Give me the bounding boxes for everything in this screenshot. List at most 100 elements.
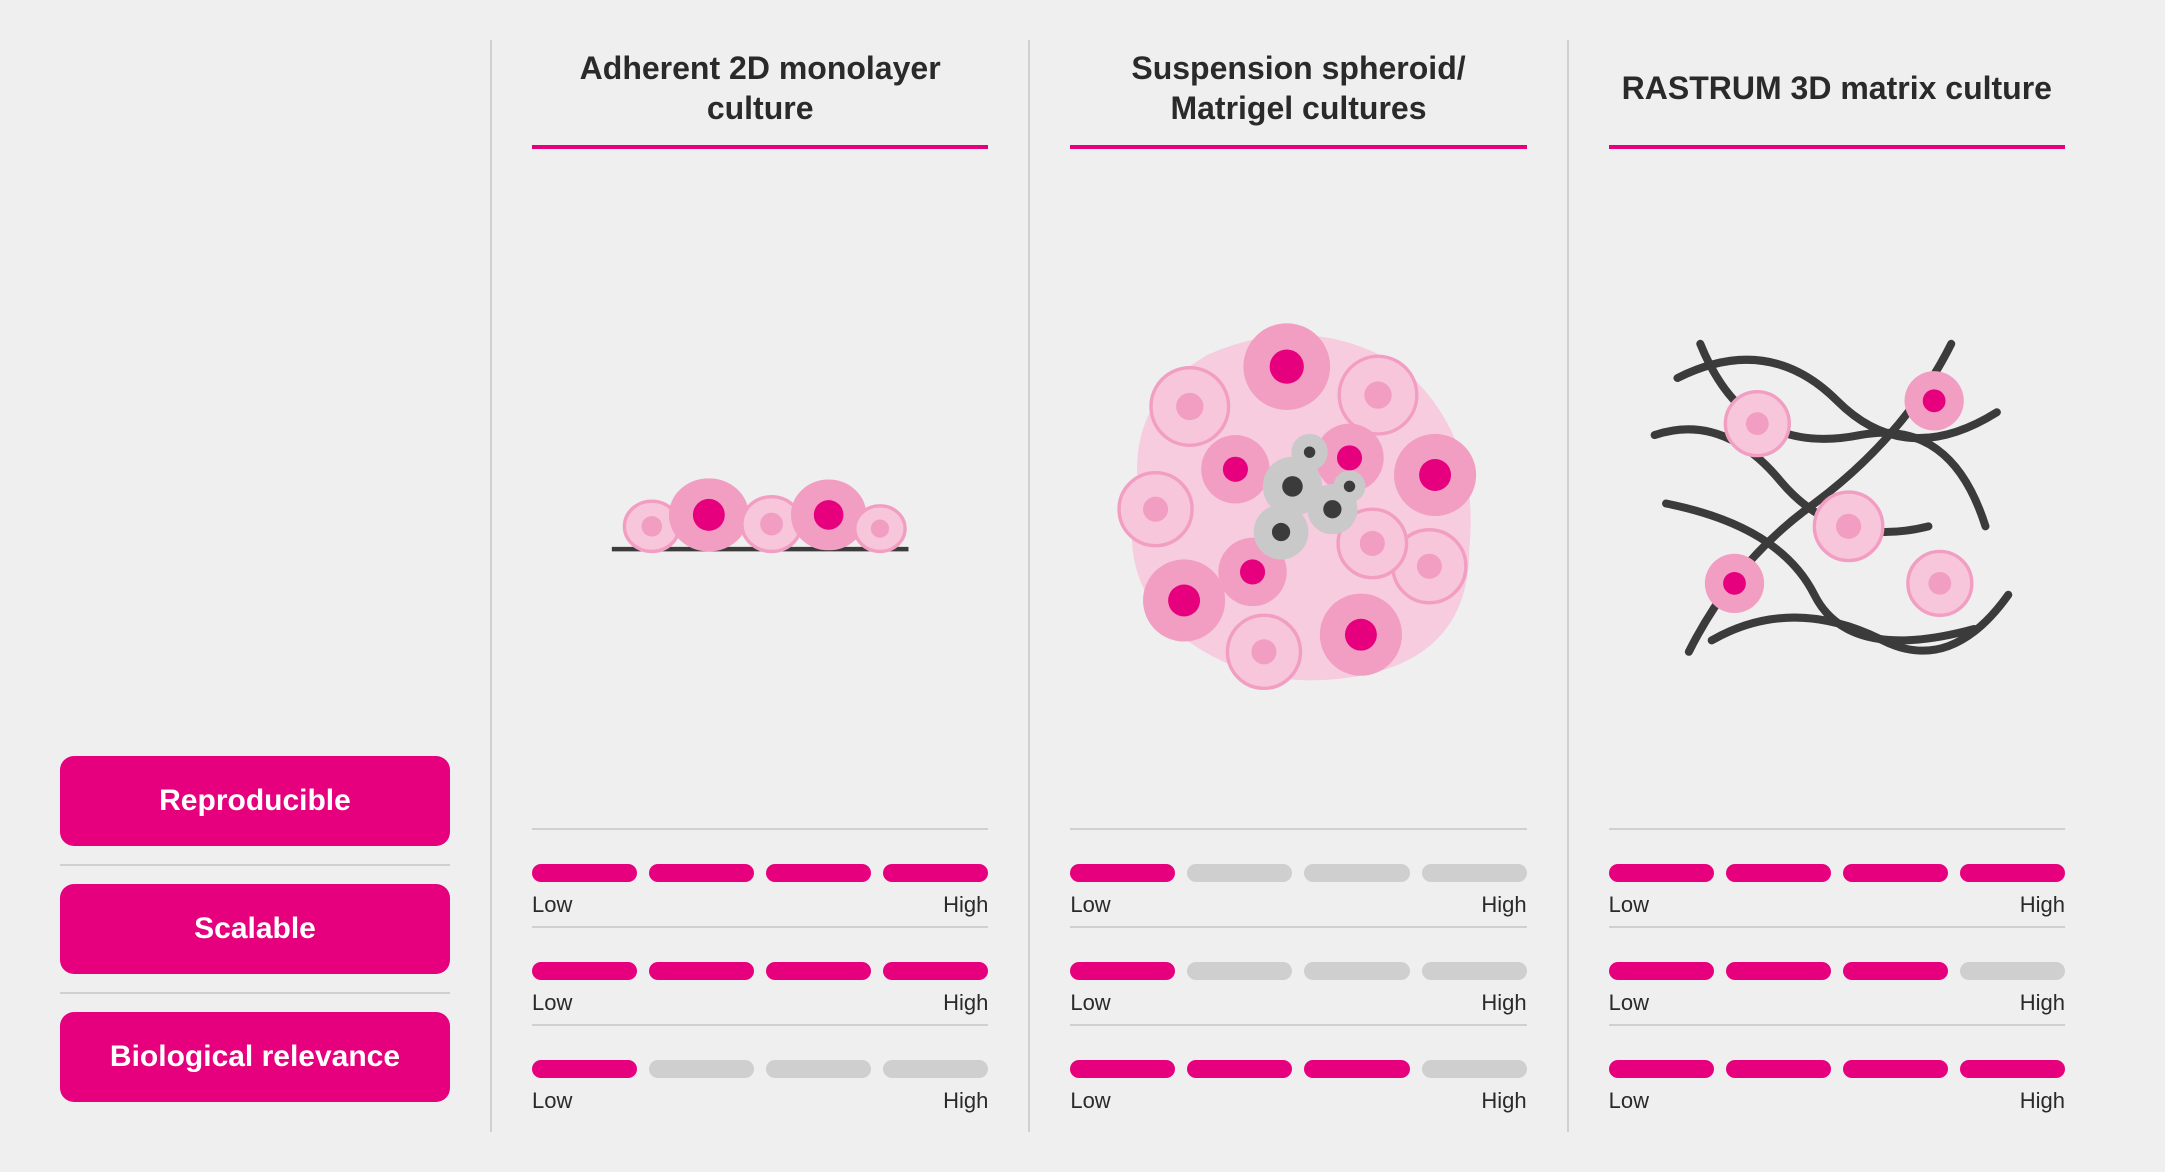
scale-high: High: [1481, 990, 1526, 1016]
segment: [1070, 962, 1175, 980]
segment: [766, 864, 871, 882]
scale-high: High: [943, 1088, 988, 1114]
segment: [1422, 1060, 1527, 1078]
segment: [1960, 864, 2065, 882]
scale-labels: Low High: [532, 892, 988, 918]
segment-bar: [532, 962, 988, 980]
scale-high: High: [1481, 1088, 1526, 1114]
metric-row: Low High: [532, 828, 988, 926]
accent-rule: [1070, 145, 1526, 149]
scale-low: Low: [1070, 892, 1110, 918]
segment-bar: [1070, 1060, 1526, 1078]
metric-label-scalable: Scalable: [60, 884, 450, 974]
segment: [1304, 1060, 1409, 1078]
segment: [766, 1060, 871, 1078]
segment: [649, 864, 754, 882]
segment: [1187, 962, 1292, 980]
scale-low: Low: [1070, 990, 1110, 1016]
scale-labels: Low High: [1070, 1088, 1526, 1114]
metrics-block: Low High Low High Low High: [1609, 828, 2065, 1132]
metric-row: Low High: [1609, 1024, 2065, 1122]
metric-row: Low High: [532, 1024, 988, 1122]
metric-row: Low High: [1609, 926, 2065, 1024]
segment: [1609, 1060, 1714, 1078]
scale-low: Low: [1609, 990, 1649, 1016]
segment: [1609, 962, 1714, 980]
segment: [1609, 864, 1714, 882]
metrics-block: Low High Low High Low High: [532, 828, 988, 1132]
scale-low: Low: [1609, 892, 1649, 918]
segment: [649, 962, 754, 980]
spheroid-icon: [1070, 179, 1526, 828]
segment-bar: [1609, 962, 2065, 980]
scale-labels: Low High: [1070, 990, 1526, 1016]
segment: [1726, 1060, 1831, 1078]
segment: [1843, 1060, 1948, 1078]
segment: [1726, 864, 1831, 882]
scale-labels: Low High: [1609, 990, 2065, 1016]
scale-labels: Low High: [532, 1088, 988, 1114]
segment-bar: [1609, 864, 2065, 882]
segment: [1187, 864, 1292, 882]
segment: [883, 1060, 988, 1078]
metrics-block: Low High Low High Low High: [1070, 828, 1526, 1132]
metric-divider: [60, 992, 450, 994]
segment: [1304, 864, 1409, 882]
scale-labels: Low High: [1609, 892, 2065, 918]
method-title: RASTRUM 3D matrix culture: [1609, 40, 2065, 135]
accent-rule: [1609, 145, 2065, 149]
matrix-illustration: [1609, 179, 2065, 828]
segment-bar: [532, 864, 988, 882]
metric-row: Low High: [532, 926, 988, 1024]
metric-row: Low High: [1070, 828, 1526, 926]
segment: [1843, 864, 1948, 882]
segment-bar: [1070, 962, 1526, 980]
segment: [1070, 1060, 1175, 1078]
segment-bar: [1070, 864, 1526, 882]
segment: [1187, 1060, 1292, 1078]
metric-row: Low High: [1070, 926, 1526, 1024]
metric-row: Low High: [1070, 1024, 1526, 1122]
segment: [532, 864, 637, 882]
scale-high: High: [2020, 892, 2065, 918]
segment: [1070, 864, 1175, 882]
monolayer-icon: [532, 179, 988, 828]
segment: [1726, 962, 1831, 980]
metric-label-reproducible: Reproducible: [60, 756, 450, 846]
scale-low: Low: [532, 990, 572, 1016]
scale-high: High: [2020, 990, 2065, 1016]
segment: [1960, 1060, 2065, 1078]
spheroid-illustration: [1070, 179, 1526, 828]
scale-low: Low: [532, 892, 572, 918]
metric-divider: [60, 864, 450, 866]
method-col-adherent-2d: Adherent 2D monolayer culture: [490, 40, 1028, 1132]
matrix-icon: [1609, 179, 2065, 828]
segment: [532, 962, 637, 980]
segment: [1960, 962, 2065, 980]
scale-high: High: [1481, 892, 1526, 918]
scale-labels: Low High: [1609, 1088, 2065, 1114]
segment: [883, 864, 988, 882]
scale-high: High: [943, 892, 988, 918]
segment: [1422, 962, 1527, 980]
accent-rule: [532, 145, 988, 149]
scale-low: Low: [532, 1088, 572, 1114]
method-col-suspension-spheroid: Suspension spheroid/ Matrigel cultures: [1028, 40, 1566, 1132]
metrics-label-column: Reproducible Scalable Biological relevan…: [60, 40, 490, 1132]
scale-labels: Low High: [1070, 892, 1526, 918]
scale-low: Low: [1070, 1088, 1110, 1114]
metric-label-biological-relevance: Biological relevance: [60, 1012, 450, 1102]
monolayer-illustration: [532, 179, 988, 828]
segment: [766, 962, 871, 980]
segment: [1843, 962, 1948, 980]
method-title: Adherent 2D monolayer culture: [532, 40, 988, 135]
method-title: Suspension spheroid/ Matrigel cultures: [1070, 40, 1526, 135]
scale-high: High: [2020, 1088, 2065, 1114]
metric-row: Low High: [1609, 828, 2065, 926]
segment: [649, 1060, 754, 1078]
scale-labels: Low High: [532, 990, 988, 1016]
segment: [1304, 962, 1409, 980]
segment-bar: [532, 1060, 988, 1078]
scale-high: High: [943, 990, 988, 1016]
segment: [1422, 864, 1527, 882]
